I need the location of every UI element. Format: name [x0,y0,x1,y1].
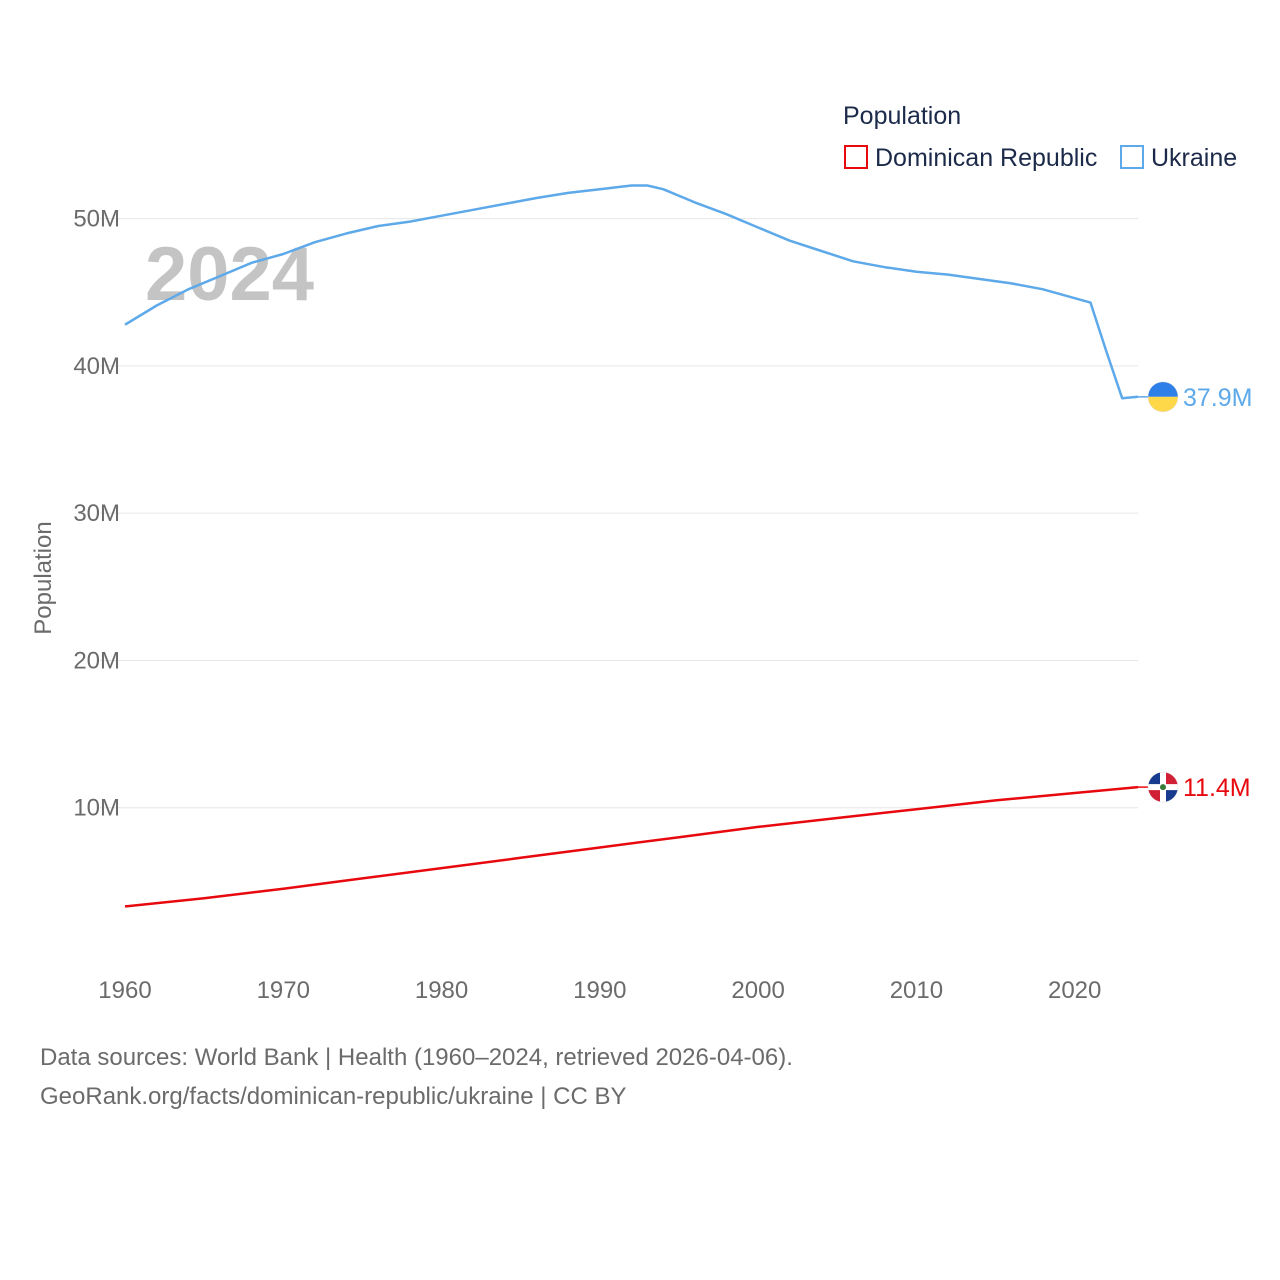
source-line-2: GeoRank.org/facts/dominican-republic/ukr… [40,1083,627,1110]
source-line-1: Data sources: World Bank | Health (1960–… [40,1044,793,1071]
dominican-republic-flag-icon [1147,771,1179,803]
y-tick-label: 20M [73,647,120,674]
legend-label-dominican-republic[interactable]: Dominican Republic [875,144,1097,172]
x-tick-label: 1970 [257,977,310,1004]
series-lines [124,184,1139,908]
end-value-label-dominican-republic: 11.4M [1183,774,1251,802]
x-tick-label: 2000 [731,977,784,1004]
ukraine-flag-icon [1147,381,1179,413]
x-tick-label: 2020 [1048,977,1101,1004]
legend-swatch-ukraine[interactable] [1120,145,1144,169]
y-tick-label: 30M [73,500,120,527]
grid-lines [100,218,1138,809]
y-axis-title: Population [30,521,57,634]
series-end-labels: 11.4M 37.9M [1138,381,1252,803]
y-tick-label: 50M [73,206,120,233]
y-axis-ticks: 10M 20M 30M 40M 50M [73,206,120,822]
series-line-ukraine [124,184,1139,400]
legend: Population Dominican Republic Ukraine [843,102,1237,172]
year-label: 2024 [145,232,314,317]
legend-title: Population [843,102,961,130]
legend-label-ukraine[interactable]: Ukraine [1151,144,1237,172]
x-axis-ticks: 1960 1970 1980 1990 2000 2010 2020 [98,977,1101,1004]
x-tick-label: 2010 [890,977,943,1004]
population-chart: 10M 20M 30M 40M 50M 1960 1970 1980 1990 2000 2010… [30,102,1252,1004]
y-tick-label: 10M [73,795,120,822]
end-value-label-ukraine: 37.9M [1183,384,1252,412]
x-tick-label: 1980 [415,977,468,1004]
x-tick-label: 1990 [573,977,626,1004]
legend-swatch-dominican-republic[interactable] [844,145,868,169]
x-tick-label: 1960 [98,977,151,1004]
y-tick-label: 40M [73,353,120,380]
series-line-dominican-republic [124,785,1139,908]
